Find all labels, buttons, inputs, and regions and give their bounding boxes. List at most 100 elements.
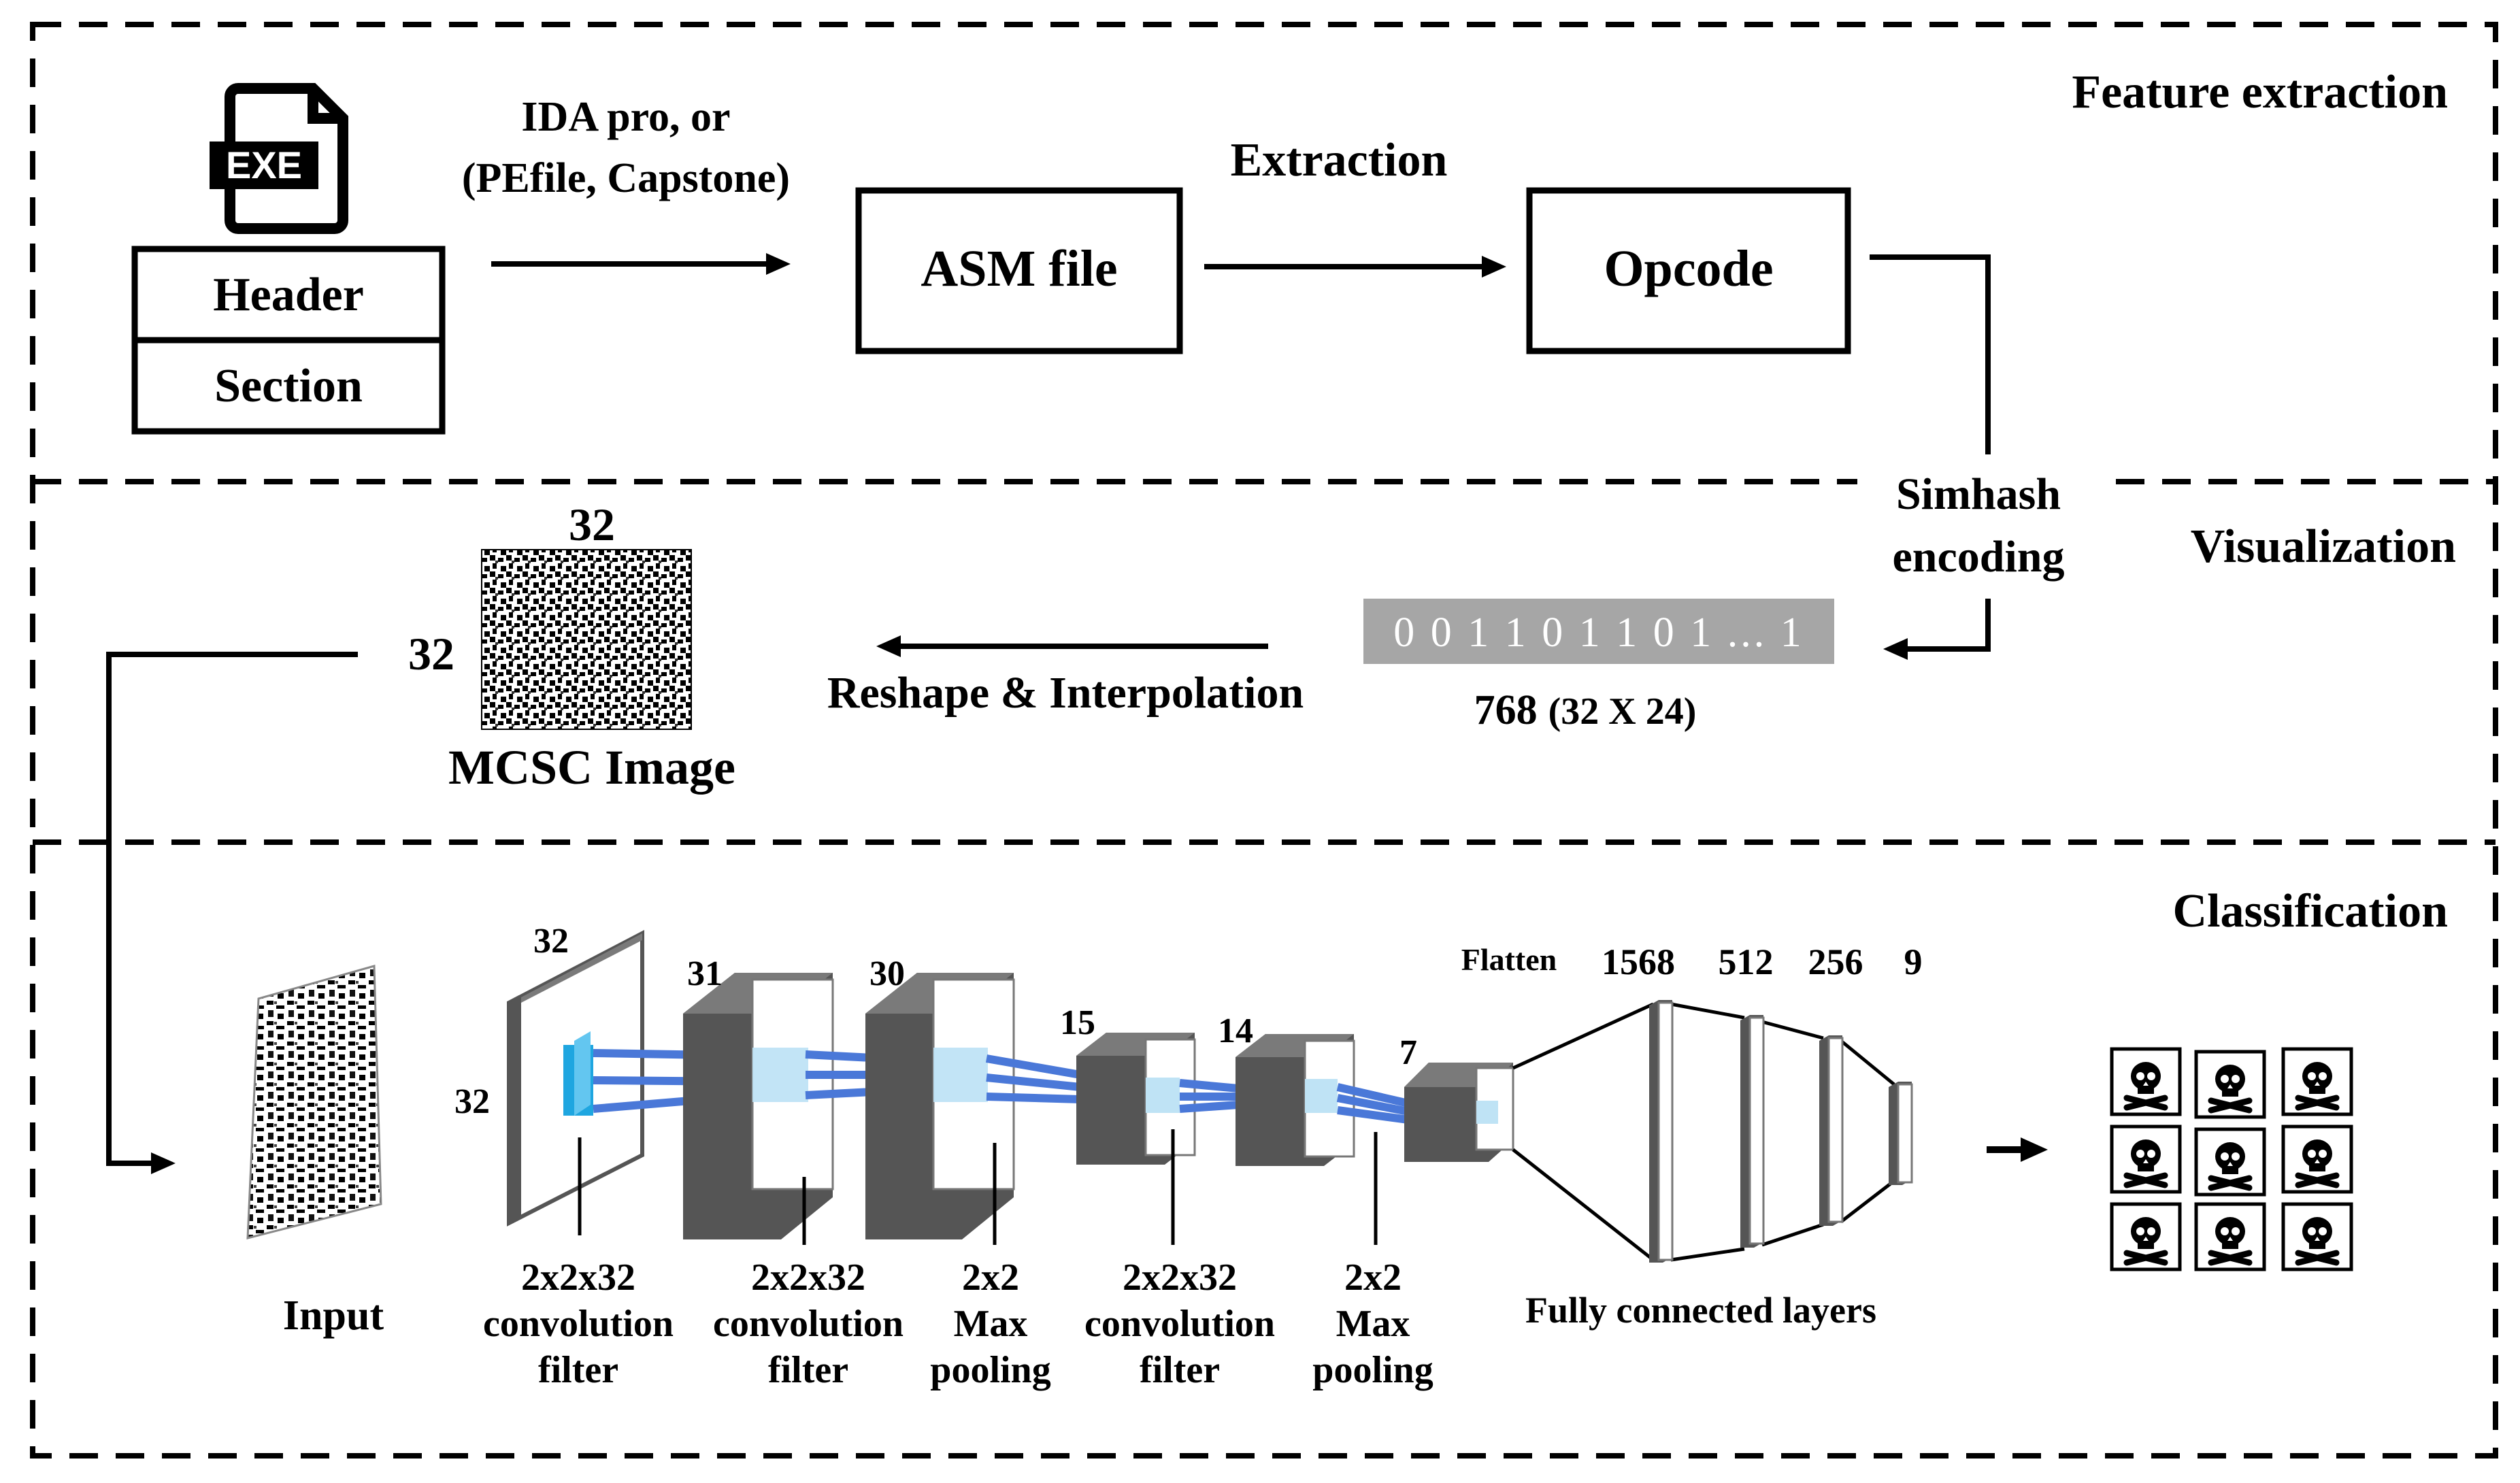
fc-layer-1568 <box>1649 1000 1674 1263</box>
connectors-4-5 <box>1179 1079 1239 1113</box>
skull-icon <box>2196 1052 2264 1117</box>
section-borders <box>30 22 2498 1459</box>
skull-icon <box>2283 1127 2351 1192</box>
skull-icon <box>2283 1049 2351 1114</box>
image-width-label: 32 <box>569 499 615 550</box>
caption-pool2-line2: Max <box>1336 1303 1410 1345</box>
vector-size-value: 768 <box>1474 687 1538 733</box>
simhash-label-line1: Simhash <box>1896 469 2061 519</box>
fc-size-512: 512 <box>1719 942 1774 982</box>
caption-conv2: 2x2x32 convolution filter <box>713 1177 903 1391</box>
opcode-box <box>1526 187 1851 354</box>
fc-connections <box>1512 1002 1895 1262</box>
image-height-label: 32 <box>408 628 454 680</box>
layer-conv1 <box>683 973 834 1239</box>
mcsc-image <box>481 549 692 730</box>
arrow-reshape <box>876 635 1268 657</box>
dim-label-30: 30 <box>869 954 905 993</box>
opcode-label: Opcode <box>1604 240 1773 297</box>
connectors-5-6 <box>1336 1083 1410 1124</box>
section-label: Section <box>214 360 363 412</box>
output-class-grid <box>2112 1049 2351 1269</box>
caption-conv1-line3: filter <box>538 1349 618 1391</box>
fc-layer-512 <box>1740 1015 1765 1248</box>
arrow-image-to-input <box>106 652 358 1174</box>
caption-pool1-line3: pooling <box>930 1349 1050 1391</box>
dim-label-32a: 32 <box>533 922 569 961</box>
caption-conv3-line3: filter <box>1140 1349 1220 1391</box>
section-box <box>131 337 446 435</box>
header-label: Header <box>213 269 364 321</box>
header-box <box>131 246 446 344</box>
caption-conv1-line2: convolution <box>483 1303 674 1345</box>
caption-pool2-line1: 2x2 <box>1344 1256 1402 1299</box>
vector-shape-value: (32 X 24) <box>1548 690 1697 733</box>
exe-icon-label: EXE <box>226 144 302 186</box>
connectors-3-4 <box>985 1054 1082 1103</box>
bitstring-bar <box>1363 599 1834 664</box>
skull-icon <box>2112 1127 2180 1192</box>
vector-size-label: 768 (32 X 24) <box>1474 687 1697 733</box>
reshape-label: Reshape & Interpolation <box>827 668 1304 718</box>
conv1-filter-side <box>574 1031 591 1116</box>
fc-caption: Fully connected layers <box>1525 1290 1876 1331</box>
fc-layer-256 <box>1819 1035 1844 1226</box>
caption-pool2-line3: pooling <box>1312 1349 1433 1391</box>
layer-pool2 <box>1404 1063 1514 1162</box>
section-title-classification: Classification <box>2173 885 2448 937</box>
conv2-filter <box>752 1048 808 1102</box>
skull-icon <box>2283 1204 2351 1269</box>
caption-conv1-line1: 2x2x32 <box>521 1256 635 1299</box>
arrow-simhash-to-bitstring <box>1883 599 1991 660</box>
input-label: Input <box>283 1293 384 1339</box>
caption-conv2-line2: convolution <box>713 1303 903 1345</box>
pool1-window <box>933 1048 988 1102</box>
simhash-label-line2: encoding <box>1892 532 2064 582</box>
dim-label-7: 7 <box>1399 1033 1417 1072</box>
caption-conv3-line1: 2x2x32 <box>1123 1256 1237 1299</box>
extraction-label: Extraction <box>1231 134 1448 186</box>
tool-label-line2: (PEfile, Capstone) <box>462 155 790 201</box>
flatten-label: Flatten <box>1461 942 1557 977</box>
caption-conv1: 2x2x32 convolution filter <box>483 1137 674 1391</box>
section-title-feature-extraction: Feature extraction <box>2072 66 2448 118</box>
connector-opcode-to-simhash <box>1870 254 1991 454</box>
caption-conv2-line3: filter <box>768 1349 848 1391</box>
dim-label-32b: 32 <box>454 1082 490 1121</box>
exe-file-icon: EXE <box>210 83 348 234</box>
caption-pool1-line1: 2x2 <box>962 1256 1019 1299</box>
skull-icon <box>2112 1049 2180 1114</box>
cnn-input-image <box>246 965 382 1239</box>
tool-label-line1: IDA pro, or <box>521 94 730 140</box>
section-title-visualization: Visualization <box>2191 520 2456 573</box>
layer-conv2 <box>865 973 1015 1239</box>
arrow-asm-to-opcode <box>1204 256 1506 278</box>
asm-file-label: ASM file <box>921 240 1117 297</box>
mcsc-image-caption: MCSC Image <box>448 740 735 795</box>
asm-file-box <box>855 187 1183 354</box>
fc-size-1568: 1568 <box>1602 942 1675 982</box>
layer-input-frame <box>507 930 644 1227</box>
fc-size-256: 256 <box>1808 942 1863 982</box>
fc-size-9: 9 <box>1904 942 1923 982</box>
layer-pool1 <box>1076 1033 1196 1165</box>
bitstring-text: 0 0 1 1 0 1 1 0 1 ... 1 <box>1393 610 1804 656</box>
caption-pool1-line2: Max <box>954 1303 1028 1345</box>
caption-conv3: 2x2x32 convolution filter <box>1084 1129 1275 1391</box>
caption-pool1: 2x2 Max pooling <box>930 1143 1051 1391</box>
conv3-filter <box>1146 1078 1180 1113</box>
arrow-to-output <box>1987 1137 2048 1162</box>
caption-conv2-line1: 2x2x32 <box>751 1256 865 1299</box>
skull-icon <box>2196 1129 2264 1195</box>
dim-label-31: 31 <box>687 954 723 993</box>
arrow-exe-to-asm <box>491 253 791 275</box>
caption-conv3-line2: convolution <box>1084 1303 1275 1345</box>
outer-dashed-border <box>30 22 2498 1459</box>
pool2-window <box>1305 1079 1338 1113</box>
fc-layer-9 <box>1889 1082 1913 1185</box>
dim-label-14: 14 <box>1218 1012 1253 1050</box>
layer-conv3 <box>1236 1034 1355 1166</box>
flatten-window <box>1476 1101 1498 1124</box>
dim-label-15: 15 <box>1060 1003 1095 1042</box>
